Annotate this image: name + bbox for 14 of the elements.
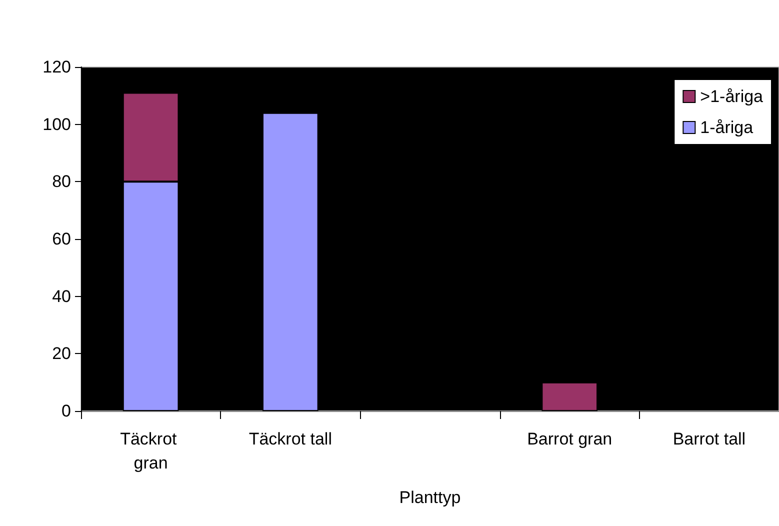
y-tick-label: 20: [52, 344, 71, 364]
x-tick-label: Täckrot tall: [248, 430, 332, 448]
y-tick-label: 120: [42, 58, 71, 76]
x-tick-label: Barrot tall: [672, 430, 746, 448]
y-tick-label: 100: [42, 114, 71, 134]
x-tick-label: Täckrot gran: [120, 430, 182, 472]
y-tick-label: 40: [52, 286, 71, 306]
y-tick-label: 60: [52, 230, 71, 248]
x-axis-title: Planttyp: [399, 488, 461, 507]
y-tick-label: 0: [62, 402, 71, 420]
y-tick-label: 80: [52, 172, 71, 192]
legend-label: >1-åriga: [700, 87, 764, 106]
x-tick-label: Barrot gran: [527, 430, 612, 448]
legend-label: 1-åriga: [700, 118, 754, 137]
